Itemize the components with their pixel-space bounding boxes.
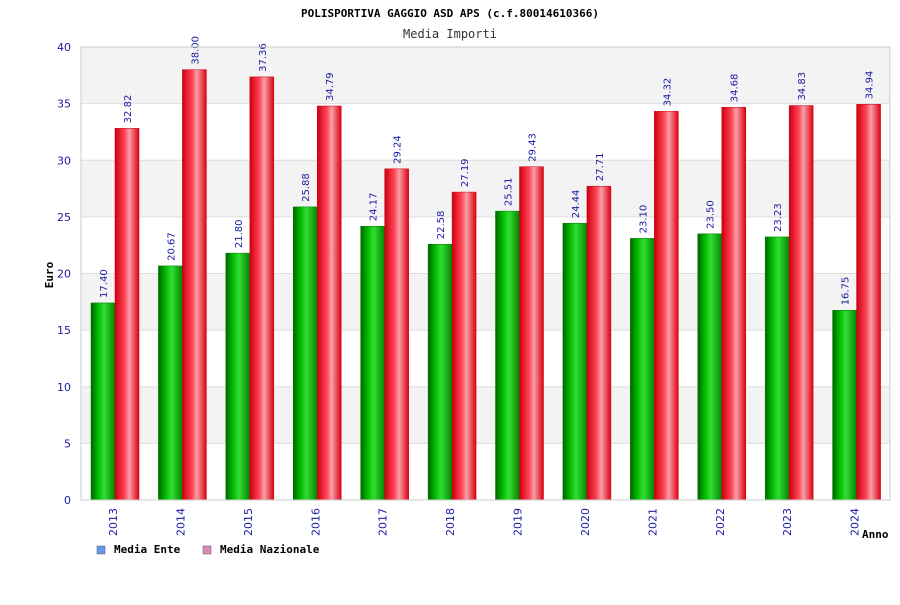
bar-media-ente [427,244,453,501]
bar-value-label: 37.36 [258,43,269,72]
y-tick-label: 40 [57,41,71,54]
bar-media-nazionale [519,166,544,501]
bar-value-label: 25.51 [504,177,515,206]
bar-value-label: 21.80 [234,219,245,248]
bar-media-nazionale [249,76,275,501]
y-tick-label: 35 [57,98,71,111]
chart-subtitle: Media Importi [403,27,497,41]
bar-media-ente [293,206,318,501]
bar-media-nazionale [586,185,612,501]
y-tick-label: 0 [64,494,71,507]
grid-band [81,47,890,104]
bar-value-label: 23.50 [706,200,717,229]
y-tick-label: 15 [57,324,71,337]
bar-value-label: 34.32 [662,78,673,107]
bar-media-nazionale [182,69,207,501]
bars [90,69,881,501]
x-tick-label: 2023 [781,508,794,536]
bar-value-label: 34.79 [325,72,336,101]
y-tick-label: 5 [64,437,71,450]
bar-value-label: 27.19 [460,158,471,187]
bar-value-label: 34.94 [865,71,876,100]
legend-swatch [96,545,106,555]
y-tick-label: 10 [57,381,71,394]
bar-value-label: 34.68 [730,74,741,103]
value-labels: 17.40 32.82 20.67 38.00 21.80 37.36 25.88 34.79… [99,36,876,305]
x-tick-label: 2017 [377,508,390,536]
y-axis-ticks: 0 5 10 15 20 25 30 35 40 [57,41,71,507]
bar-value-label: 24.17 [369,193,380,222]
x-axis-label: Anno [862,528,889,541]
x-tick-label: 2024 [849,508,862,536]
grid-band [81,160,890,217]
y-tick-label: 20 [57,268,71,281]
bar-media-nazionale [114,128,140,501]
grid-band [81,216,890,274]
bar-media-nazionale [654,111,679,501]
bar-media-ente [360,226,385,501]
y-tick-label: 30 [57,154,71,167]
bar-value-label: 20.67 [166,232,177,261]
bar-media-ente [630,238,655,501]
bar-value-label: 23.23 [773,203,784,232]
grid-band [81,443,890,500]
bar-media-ente [158,265,183,501]
bar-value-label: 32.82 [123,95,134,124]
bar-media-nazionale [856,104,881,501]
grid-band [81,103,890,161]
legend-label: Media Ente [114,543,181,556]
bar-media-ente [562,222,588,501]
bar-media-ente [90,302,116,501]
legend-swatch [202,545,212,555]
grid-band [81,273,890,331]
chart-title: POLISPORTIVA GAGGIO ASD APS (c.f.8001461… [301,7,599,20]
bar-value-label: 24.44 [571,190,582,219]
bar-media-ente [697,233,722,501]
grid-bands [81,47,890,500]
bar-media-nazionale [721,106,746,501]
bar-value-label: 29.24 [393,135,404,164]
x-tick-label: 2018 [444,508,457,536]
bar-media-ente [225,252,251,501]
legend: Media Ente Media Nazionale [96,543,320,556]
plot-frame [80,46,891,501]
x-tick-label: 2016 [309,508,322,536]
bar-media-ente [832,310,857,501]
bar-value-label: 16.75 [841,277,852,306]
bar-value-label: 22.58 [436,211,447,240]
bar-media-ente [495,210,520,501]
bar-media-ente [764,236,790,501]
bar-media-nazionale [384,168,409,501]
y-axis-label: Euro [43,261,56,288]
bar-media-nazionale [788,105,814,501]
x-tick-label: 2021 [646,508,659,536]
grid-band [81,386,890,444]
bar-media-nazionale [317,105,342,501]
x-tick-label: 2020 [579,508,592,536]
bar-value-label: 38.00 [190,36,201,65]
bar-value-label: 29.43 [528,133,539,162]
legend-label: Media Nazionale [220,543,320,556]
x-tick-label: 2014 [174,508,187,536]
x-axis-ticks: 2013 2014 2015 2016 2017 2018 2019 2020 2021 2022… [107,508,862,536]
bar-media-nazionale [451,191,477,501]
y-tick-label: 25 [57,211,71,224]
x-tick-label: 2015 [242,508,255,536]
x-tick-label: 2013 [107,508,120,536]
x-tick-label: 2022 [714,508,727,536]
x-tick-label: 2019 [512,508,525,536]
grid-band [81,330,890,387]
bar-value-label: 34.83 [797,72,808,101]
bar-value-label: 23.10 [638,205,649,234]
bar-value-label: 25.88 [301,173,312,202]
bar-value-label: 27.71 [595,153,606,182]
bar-value-label: 17.40 [99,269,110,298]
